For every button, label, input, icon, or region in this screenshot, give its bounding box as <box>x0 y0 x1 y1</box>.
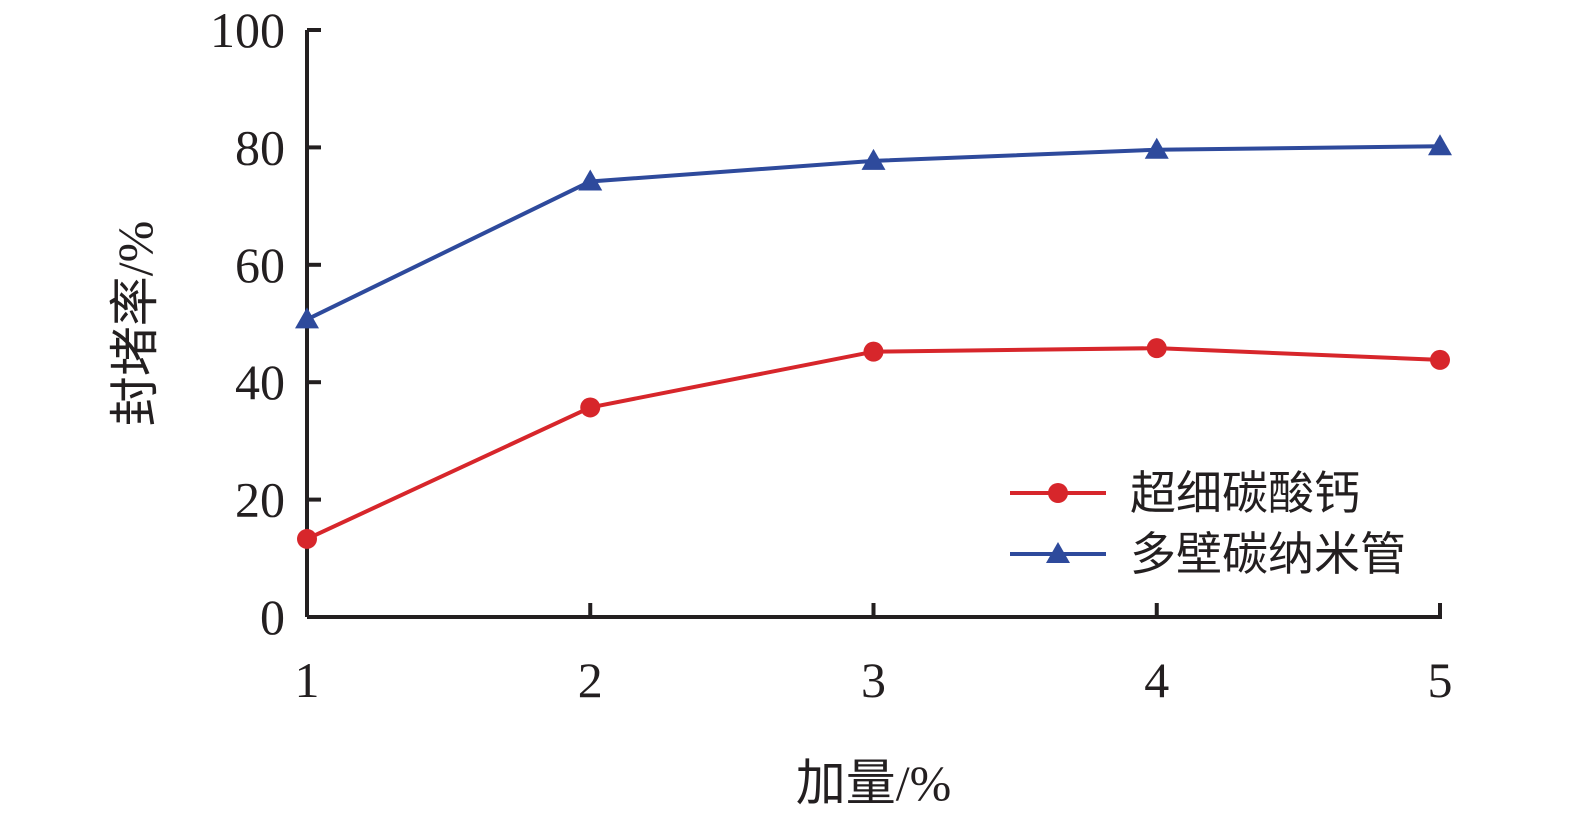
ticks-group: 0 20 40 60 80 100 1 2 3 4 5 <box>210 2 1453 708</box>
legend-swatch-marker <box>1046 542 1070 563</box>
x-tick-label: 4 <box>1144 652 1169 708</box>
legend-label: 超细碳酸钙 <box>1130 468 1360 519</box>
x-axis-title: 加量/% <box>796 755 952 811</box>
y-tick-label: 20 <box>235 472 285 528</box>
legend-item-1: 超细碳酸钙 <box>1010 468 1360 519</box>
data-point <box>578 169 603 191</box>
x-tick-label: 2 <box>578 652 603 708</box>
data-point <box>863 341 884 362</box>
y-tick-label: 40 <box>235 354 285 410</box>
legend-swatch-marker <box>1048 483 1068 503</box>
series-1 <box>297 338 1450 549</box>
y-tick-label: 80 <box>235 119 285 175</box>
y-tick-label: 0 <box>260 589 285 645</box>
x-tick-label: 1 <box>295 652 320 708</box>
data-point <box>580 397 601 418</box>
series-group <box>295 134 1452 549</box>
series-line <box>306 144 1441 322</box>
legend-label: 多壁碳纳米管 <box>1130 529 1406 580</box>
data-point <box>1428 134 1452 156</box>
x-tick-label: 3 <box>861 652 886 708</box>
y-tick-label: 60 <box>235 237 285 293</box>
data-point <box>297 528 317 549</box>
data-point <box>295 307 319 329</box>
x-tick-label: 5 <box>1428 652 1453 708</box>
series-2 <box>295 134 1452 329</box>
legend-item-2: 多壁碳纳米管 <box>1010 529 1406 580</box>
y-tick-label: 100 <box>210 2 285 58</box>
y-axis-title: 封堵率/% <box>107 221 163 427</box>
data-point <box>1146 338 1167 359</box>
data-point <box>1430 349 1450 370</box>
data-point <box>1144 137 1169 159</box>
data-point <box>861 148 886 170</box>
